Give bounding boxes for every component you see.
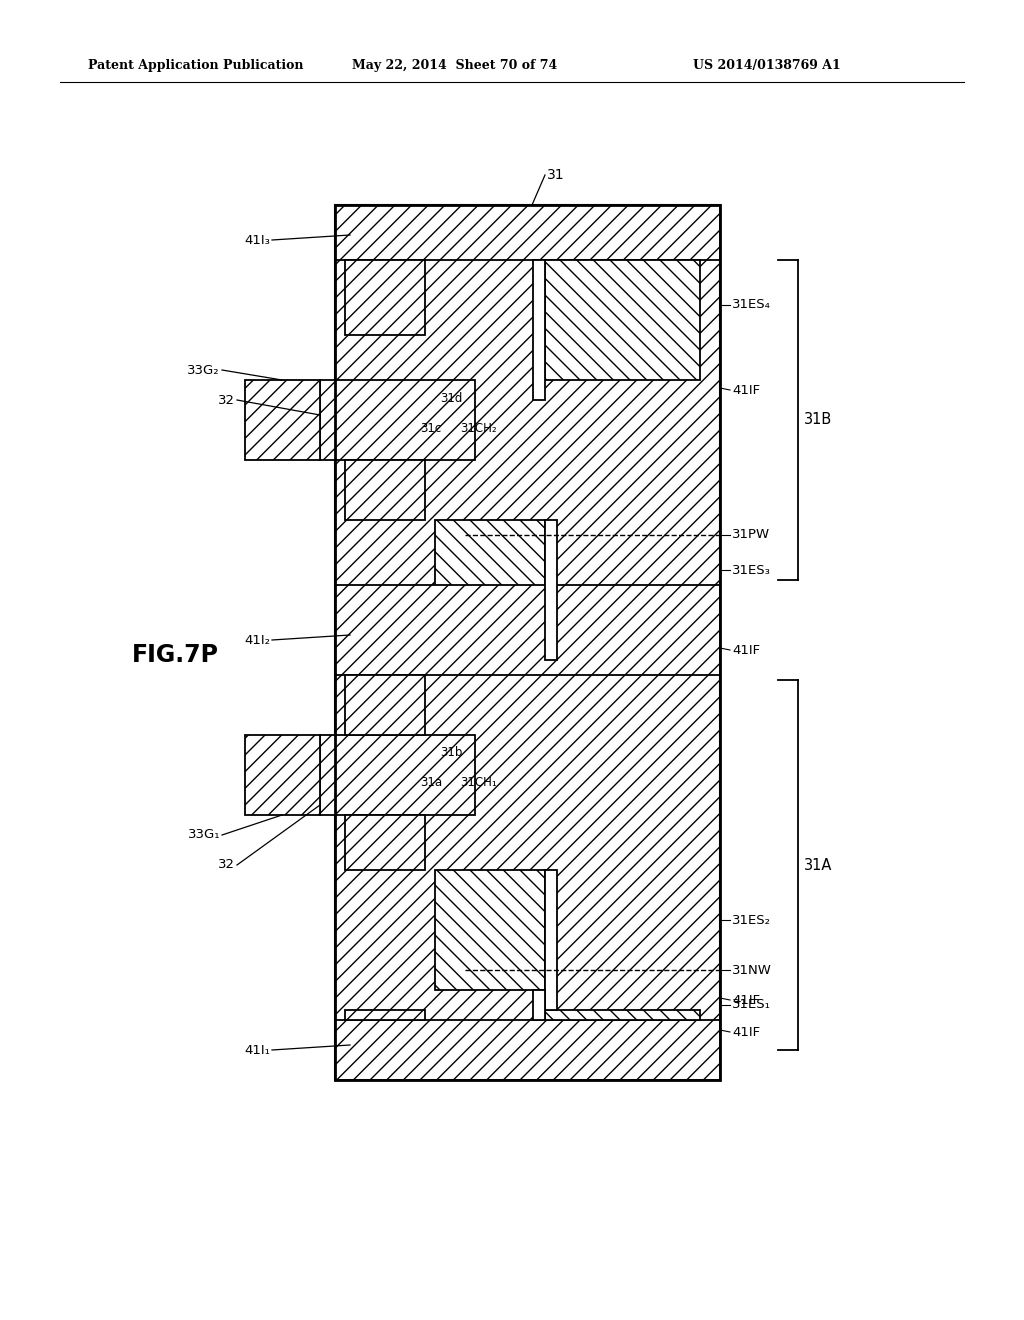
Text: 32: 32	[218, 858, 234, 871]
Text: 32: 32	[218, 393, 234, 407]
Bar	[545, 260, 700, 380]
Text: May 22, 2014  Sheet 70 of 74: May 22, 2014 Sheet 70 of 74	[352, 58, 557, 71]
Bar	[534, 260, 545, 400]
Text: 33G₁: 33G₁	[187, 829, 220, 842]
Text: 31d: 31d	[440, 392, 463, 404]
Text: 33G₂: 33G₂	[187, 363, 220, 376]
Bar	[335, 205, 720, 1080]
Text: 31a: 31a	[420, 776, 442, 789]
Bar	[545, 1010, 700, 1020]
Bar	[319, 735, 475, 814]
Text: 31NW: 31NW	[732, 964, 772, 977]
Bar	[345, 675, 425, 735]
Bar	[545, 520, 557, 660]
Bar	[319, 380, 475, 459]
Text: 41I₂: 41I₂	[244, 634, 270, 647]
Bar	[335, 205, 720, 260]
Text: FIG.7P: FIG.7P	[132, 643, 219, 667]
Text: 41I₃: 41I₃	[244, 234, 270, 247]
Bar	[245, 735, 319, 814]
Text: 41IF: 41IF	[732, 994, 760, 1006]
Bar	[345, 1010, 425, 1020]
Text: 31b: 31b	[440, 747, 463, 759]
Bar	[435, 870, 545, 990]
Bar	[345, 459, 425, 520]
Text: 31: 31	[547, 168, 564, 182]
Bar	[545, 870, 557, 1010]
Bar	[335, 205, 720, 1080]
Text: Patent Application Publication: Patent Application Publication	[88, 58, 303, 71]
Text: 31A: 31A	[804, 858, 833, 873]
Bar	[345, 260, 425, 335]
Text: 41IF: 41IF	[732, 1026, 760, 1039]
Bar	[335, 585, 720, 675]
Text: 41IF: 41IF	[732, 644, 760, 656]
Text: 31ES₃: 31ES₃	[732, 564, 771, 577]
Text: 31ES₄: 31ES₄	[732, 298, 771, 312]
Bar	[534, 990, 545, 1020]
Text: 31ES₁: 31ES₁	[732, 998, 771, 1011]
Bar	[335, 1020, 720, 1080]
Text: US 2014/0138769 A1: US 2014/0138769 A1	[693, 58, 841, 71]
Bar	[345, 814, 425, 870]
Bar	[245, 380, 319, 459]
Text: 31ES₂: 31ES₂	[732, 913, 771, 927]
Text: 31B: 31B	[804, 412, 833, 428]
Text: 31PW: 31PW	[732, 528, 770, 541]
Text: 31CH₁: 31CH₁	[460, 776, 497, 789]
Text: 31c: 31c	[420, 421, 441, 434]
Text: 41IF: 41IF	[732, 384, 760, 396]
Text: 31CH₂: 31CH₂	[460, 421, 497, 434]
Text: 41I₁: 41I₁	[244, 1044, 270, 1056]
Bar	[435, 520, 545, 640]
